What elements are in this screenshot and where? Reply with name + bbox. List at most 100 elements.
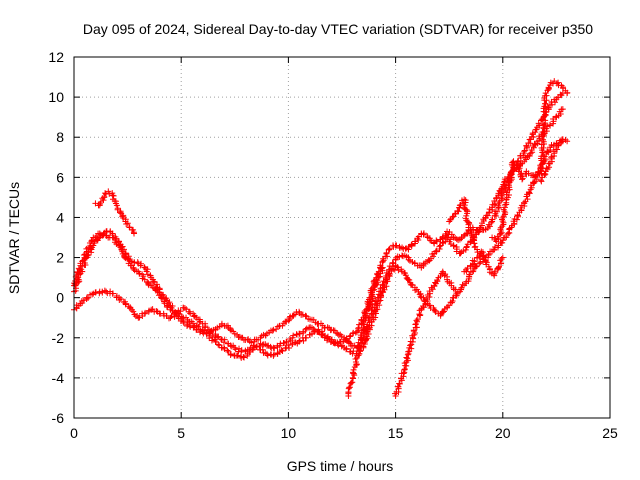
data-point-fill [406,277,413,284]
data-point-fill [459,281,466,288]
data-point-fill [433,237,440,244]
x-tick-label: 10 [281,425,297,441]
data-point [489,234,496,241]
data-point-fill [393,242,400,249]
data-point-fill [548,154,555,161]
data-point-fill [202,323,209,330]
data-point-fill [358,335,365,342]
data-point-fill [383,276,390,283]
data-point-fill [196,319,203,326]
data-point [379,264,386,271]
data-point-fill [540,125,547,132]
data-point-fill [171,311,178,318]
data-point-fill [405,348,412,355]
data-point-fill [479,252,486,259]
data-point-fill [290,332,297,339]
data-point-fill [504,230,511,237]
data-point-fill [218,336,225,343]
data-point [469,268,476,275]
data-point-fill [121,253,128,260]
data-point [349,374,356,381]
data-point-fill [346,333,353,340]
data-point-fill [497,260,504,267]
data-point-fill [236,333,243,340]
data-point-fill [505,187,512,194]
data-point-fill [269,327,276,334]
data-point-fill [396,380,403,387]
data-point-fill [489,216,496,223]
data-point-fill [491,268,498,275]
data-point-fill [386,270,393,277]
x-tick-label: 0 [70,425,78,441]
data-point-fill [386,245,393,252]
plot-frame [73,56,611,419]
data-point-fill [414,316,421,323]
data-point-fill [124,220,131,227]
data-point-fill [404,355,411,362]
data-point-fill [355,325,362,332]
y-tick-label: 12 [48,49,64,65]
data-point-fill [285,342,292,349]
data-point-fill [352,329,359,336]
data-point [461,196,468,203]
data-point-fill [271,345,278,352]
y-tick-label: -6 [52,410,65,426]
data-point-fill [89,237,96,244]
data-point-fill [433,238,440,245]
data-point-fill [413,317,420,324]
data-point-fill [449,214,456,221]
data-point-fill [300,337,307,344]
data-point-fill [542,117,549,124]
y-tick-label: 4 [56,209,64,225]
data-point [499,254,506,261]
data-point-fill [360,326,367,333]
data-point-fill [85,294,92,301]
data-point-fill [279,348,286,355]
data-point-fill [110,192,117,199]
data-point-fill [384,253,391,260]
data-point [386,246,393,253]
data-point [482,258,489,265]
data-point-fill [539,136,546,143]
data-point-fill [87,243,94,250]
x-tick-label: 15 [388,425,404,441]
data-point-fill [396,253,403,260]
data-point-fill [542,101,549,108]
data-point [519,176,526,183]
data-point-fill [520,199,527,206]
data-point [527,150,534,157]
data-point-fill [440,308,447,315]
data-point [564,138,571,145]
data-point-fill [319,328,326,335]
data-point-fill [405,256,412,263]
data-point-fill [501,179,508,186]
data-point-fill [466,220,473,227]
data-point-fill [403,354,410,361]
data-point [296,338,303,345]
data-point-fill [120,214,127,221]
data-point-fill [400,370,407,377]
data-point-fill [408,241,415,248]
data-point [148,306,155,313]
data-point-fill [420,231,427,238]
data-point-fill [378,292,385,299]
data-point-fill [538,153,545,160]
grid-lines [74,57,610,418]
data-point-fill [153,308,160,315]
x-tick-label: 5 [177,425,185,441]
data-point-fill [417,312,424,319]
data-point-fill [423,296,430,303]
y-tick-label: 2 [56,250,64,266]
data-point-fill [383,250,390,257]
data-point-fill [542,111,549,118]
data-point-fill [357,332,364,339]
data-point-fill [157,291,164,298]
y-tick-label: -2 [52,330,65,346]
data-point-fill [412,238,419,245]
data-point-fill [221,344,228,351]
data-point-fill [464,265,471,272]
data-point-fill [395,383,402,390]
data-point-fill [402,272,409,279]
data-point-fill [372,314,379,321]
